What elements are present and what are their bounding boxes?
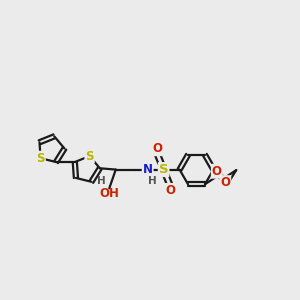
Text: H: H	[148, 176, 157, 185]
Text: S: S	[36, 152, 45, 165]
Text: O: O	[152, 142, 162, 155]
Text: O: O	[220, 176, 230, 189]
Text: O: O	[212, 165, 222, 178]
Text: OH: OH	[99, 187, 119, 200]
Text: H: H	[97, 176, 106, 185]
Text: N: N	[143, 163, 153, 176]
Text: S: S	[159, 163, 168, 176]
Text: O: O	[165, 184, 175, 197]
Text: S: S	[85, 150, 94, 163]
